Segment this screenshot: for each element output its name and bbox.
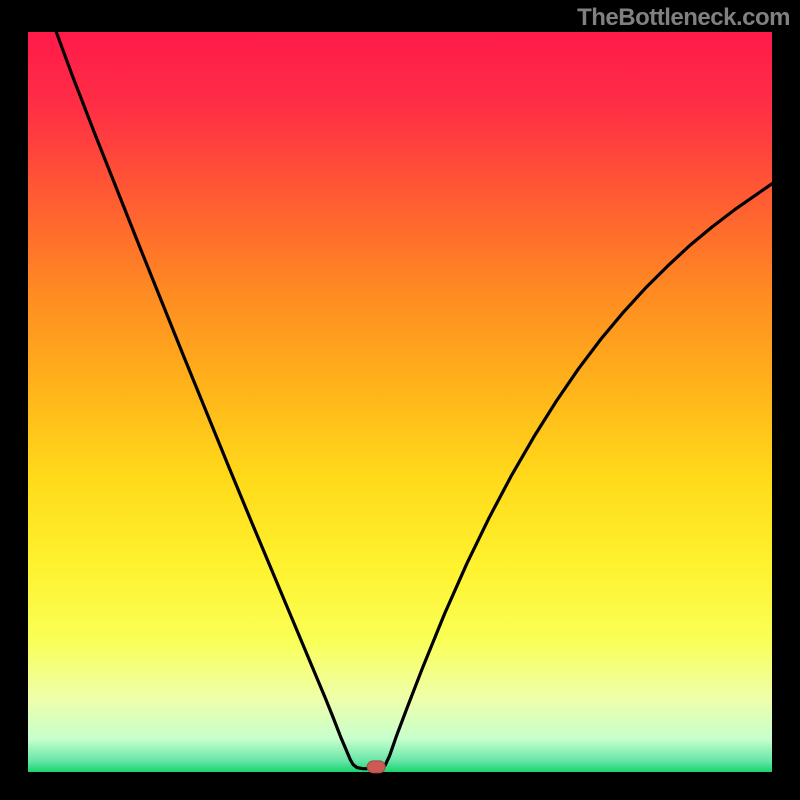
optimal-point-marker [367,761,385,773]
chart-container: TheBottleneck.com [0,0,800,800]
bottleneck-chart [0,0,800,800]
watermark-text: TheBottleneck.com [577,4,790,32]
plot-area [28,32,772,772]
